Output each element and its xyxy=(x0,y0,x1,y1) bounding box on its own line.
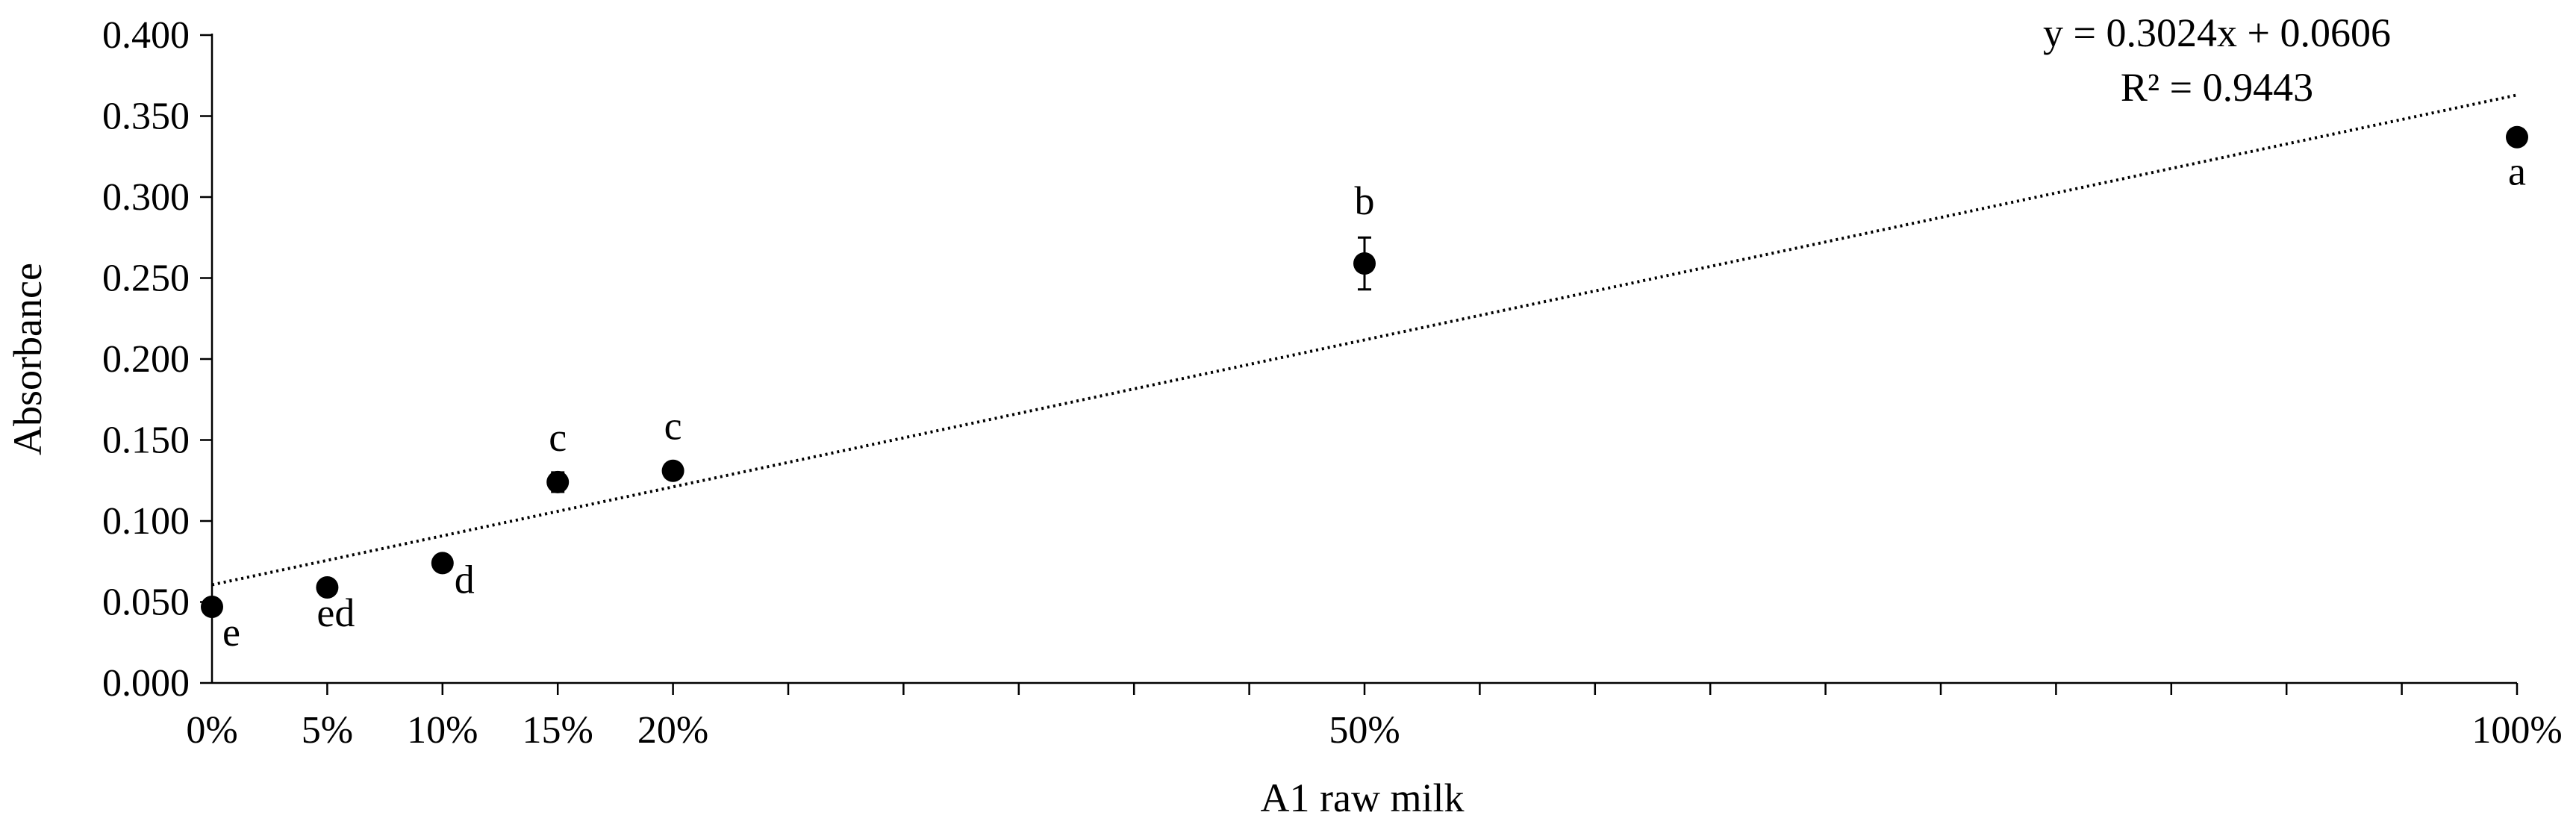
y-tick-label: 0.400 xyxy=(102,14,190,57)
x-tick-label: 5% xyxy=(302,709,353,752)
x-tick-label: 0% xyxy=(186,709,237,752)
significance-label: e xyxy=(222,610,240,655)
data-point xyxy=(1353,252,1376,275)
x-tick-label: 100% xyxy=(2471,709,2562,752)
data-point xyxy=(661,459,684,482)
y-axis-title: Absorbance xyxy=(5,263,50,455)
significance-label: c xyxy=(664,404,682,449)
trendline xyxy=(211,93,2518,587)
x-tick-label: 20% xyxy=(637,709,708,752)
point-labels: e ed d c c b a xyxy=(222,149,2526,655)
data-points xyxy=(201,125,2528,619)
significance-label: c xyxy=(549,415,567,460)
y-tick-label: 0.050 xyxy=(102,581,190,624)
y-tick-label: 0.200 xyxy=(102,338,190,381)
trendline-equation: y = 0.3024x + 0.0606 xyxy=(2043,10,2391,55)
data-point xyxy=(546,470,570,493)
y-tick-label: 0.350 xyxy=(102,96,190,138)
y-tick-label: 0.300 xyxy=(102,176,190,219)
trendline-r-squared: R² = 0.9443 xyxy=(2121,65,2313,110)
significance-label: b xyxy=(1355,178,1375,223)
trendline-group xyxy=(211,93,2518,587)
data-point xyxy=(2506,125,2528,149)
significance-label: d xyxy=(455,557,475,602)
data-point xyxy=(201,596,223,619)
axes: 0.000 0.050 0.100 0.150 0.200 0.250 0.300 0.350… xyxy=(102,14,2563,752)
x-tick-label: 15% xyxy=(523,709,593,752)
x-tick-label: 50% xyxy=(1329,709,1400,752)
data-point xyxy=(431,552,454,575)
significance-label: ed xyxy=(316,590,355,635)
y-tick-label: 0.100 xyxy=(102,500,190,543)
significance-label: a xyxy=(2508,149,2526,194)
y-tick-label: 0.250 xyxy=(102,258,190,300)
data-point xyxy=(316,575,339,599)
y-tick-label: 0.000 xyxy=(102,662,190,705)
y-tick-label: 0.150 xyxy=(102,419,190,462)
x-axis-title: A1 raw milk xyxy=(1261,776,1465,820)
x-tick-label: 10% xyxy=(407,709,478,752)
